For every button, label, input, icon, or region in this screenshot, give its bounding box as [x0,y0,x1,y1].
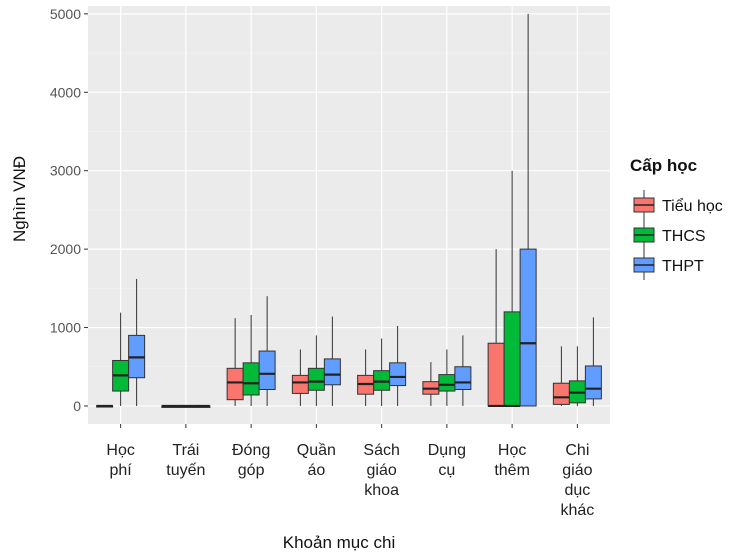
x-tick-label: Học phí [106,442,134,479]
box-iqr [503,311,521,407]
x-tick-label: Trái tuyến [166,442,205,479]
boxes [96,13,602,408]
box-2-7 [584,317,602,406]
x-tick-label-line: Trái [172,442,199,459]
box-2-2 [258,296,276,406]
x-tick-label-line: tuyến [166,462,205,479]
box-iqr [258,350,276,390]
box-0-2 [226,318,244,406]
box-iqr [291,374,309,394]
box-1-7 [568,346,586,406]
legend-label: Tiểu học [662,197,723,215]
box-0-6 [487,249,505,408]
x-tick-label: Sách giáo khoa [363,442,399,499]
x-tick-label: Đóng góp [232,442,270,479]
box-iqr [323,358,341,386]
x-tick-label-line: Sách [363,442,399,459]
x-tick-label-line: Dụng [428,442,466,459]
x-tick-label: Chi giáo dục khác [560,442,594,519]
x-tick-label-line: Học [498,442,526,459]
box-2-0 [128,278,146,406]
box-iqr [389,362,407,387]
box-iqr [487,342,505,407]
x-tick-label-line: giáo [367,462,397,479]
box-iqr [242,362,260,396]
legend-title: Cấp học [630,156,697,175]
box-iqr [373,370,391,391]
y-tick-label: 3000 [50,163,81,179]
x-tick-label: Quần áo [297,442,336,479]
box-iqr [584,365,602,400]
x-tick-label-line: cụ [438,462,455,479]
box-2-4 [389,325,407,406]
box-iqr [454,366,472,390]
x-tick-label-line: Quần [297,442,336,459]
box-iqr [226,367,244,401]
box-iqr [552,382,570,405]
box-1-1 [177,404,195,408]
x-tick-label-line: Chi [565,442,589,459]
x-tick-label-line: giáo [562,462,592,479]
box-1-4 [373,338,391,406]
box-0-3 [291,349,309,406]
box-1-2 [242,314,260,406]
y-tick-label: 4000 [50,84,81,100]
box-2-5 [454,335,472,406]
x-axis: Học phí Trái tuyến Đóng góp Quần áo Sách giáo khoa… [106,424,594,519]
y-tick-label: 2000 [50,241,81,257]
y-tick-label: 5000 [50,6,81,22]
legend: Cấp học Tiểu học THCS THPT [630,156,723,280]
box-iqr [307,367,325,391]
y-axis: 0 1000 2000 3000 4000 5000 [50,6,88,414]
x-tick-label-line: Đóng [232,442,270,459]
box-2-6 [519,13,537,407]
x-tick-label-line: thêm [494,462,530,479]
y-tick-label: 0 [73,398,81,414]
box-0-0 [96,404,114,408]
x-tick-label-line: áo [307,462,325,479]
x-tick-label-line: khoa [364,482,399,499]
box-0-7 [552,346,570,406]
box-2-3 [323,316,341,406]
x-tick-label-line: khác [560,502,594,519]
y-tick-label: 1000 [50,320,81,336]
x-tick-label-line: Học [106,442,134,459]
box-2-1 [193,404,211,408]
x-tick-label-line: dục [564,482,590,499]
box-iqr [519,248,537,407]
box-1-0 [112,312,130,406]
x-tick-label: Học thêm [494,442,530,479]
x-tick-label-line: góp [238,462,265,479]
x-tick-label-line: phí [110,462,133,479]
legend-label: THCS [662,228,706,245]
y-axis-title: Nghìn VNĐ [10,156,29,242]
box-1-6 [503,170,521,408]
x-axis-title: Khoản mục chi [283,533,395,552]
box-iqr [438,374,456,392]
box-0-1 [161,404,179,408]
x-tick-label: Dụng cụ [428,442,466,479]
legend-label: THPT [662,258,704,275]
